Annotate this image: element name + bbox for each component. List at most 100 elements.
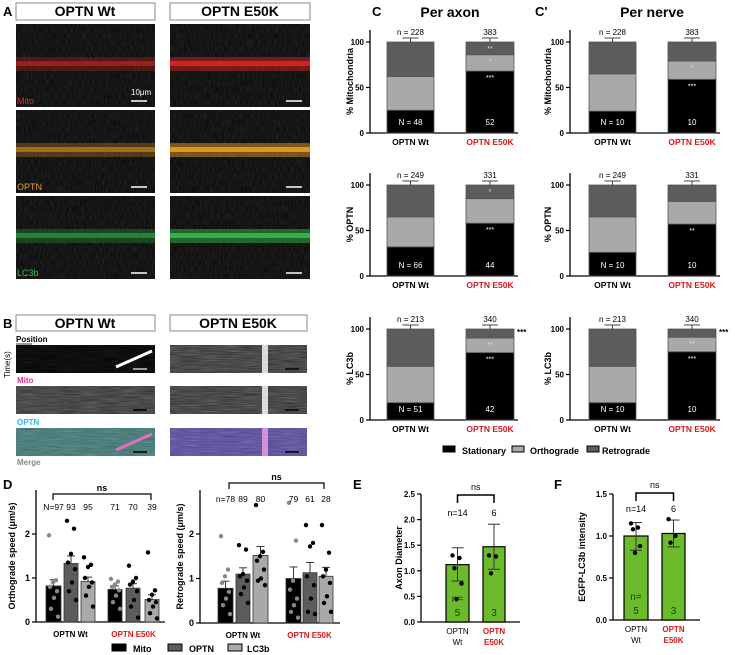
kymograph-texture xyxy=(170,428,307,456)
N-label: N = 51 xyxy=(399,405,423,414)
legend-label-retrograde: Retrograde xyxy=(602,446,650,456)
bar-segment-stationary xyxy=(465,222,515,277)
category-label: OPTN E50K xyxy=(287,631,332,640)
data-point xyxy=(72,567,78,572)
significance-label: ns xyxy=(97,483,108,493)
N-label: N = 10 xyxy=(601,261,625,270)
n-label: 383 xyxy=(685,28,699,37)
data-point xyxy=(323,567,329,572)
category-label: OPTN Wt xyxy=(594,424,631,434)
data-point xyxy=(51,595,57,600)
data-point xyxy=(258,576,264,581)
data-point xyxy=(89,580,95,585)
stationary-track xyxy=(262,386,268,414)
y-axis-label: Orthograde speed (μm/s) xyxy=(7,502,17,609)
data-point xyxy=(257,554,263,559)
bar-segment-retrograde xyxy=(465,328,515,339)
n-label: 61 xyxy=(305,494,315,504)
n-label-bottom: 5 xyxy=(633,606,639,617)
panel-a-label-lc3b: LC3b xyxy=(17,268,39,278)
data-point xyxy=(630,527,636,532)
y-tick-label: 1 xyxy=(189,574,194,584)
bar-optn xyxy=(63,563,79,623)
n-label: 340 xyxy=(685,315,699,324)
N-label: 44 xyxy=(486,261,495,270)
category-label: OPTN E50K xyxy=(466,280,514,290)
data-point xyxy=(48,606,54,611)
legend-c: Stationary Orthograde Retrograde xyxy=(442,445,650,456)
data-point xyxy=(47,584,53,589)
panel-a-header-wt: OPTN Wt xyxy=(55,3,116,19)
data-point xyxy=(225,567,231,572)
n-label: n = 213 xyxy=(397,315,424,324)
significance-label: ** xyxy=(689,341,695,348)
N-label: N = 10 xyxy=(601,405,625,414)
significance-bracket xyxy=(52,493,152,500)
category-label: E50K xyxy=(484,638,504,647)
data-point xyxy=(223,596,229,601)
y-tick-label: 2.0 xyxy=(404,516,416,525)
category-label: OPTN Wt xyxy=(53,630,88,639)
n-label-top: n=14 xyxy=(447,508,467,518)
significance-label: ns xyxy=(471,482,481,492)
data-point xyxy=(459,581,464,586)
data-point xyxy=(637,543,643,549)
data-point xyxy=(310,540,316,546)
panel-b-header-e50k-box xyxy=(169,314,308,332)
y-tick-label: 0 xyxy=(189,618,194,628)
kymograph-texture xyxy=(170,386,307,414)
stacked-bar-chart-C-optn-nerve: 0 50 100 % OPTN N = 10 n = 249 OPTN Wt ** 10 331 O… xyxy=(543,171,720,290)
data-point xyxy=(127,582,133,587)
y-tick-label: 2.5 xyxy=(404,490,416,499)
legend-swatch-mito xyxy=(111,643,127,652)
category-label: OPTN Wt xyxy=(226,631,261,640)
data-point xyxy=(305,609,311,615)
data-point xyxy=(293,538,299,543)
panel-label-f: F xyxy=(554,477,562,492)
data-point xyxy=(133,575,139,581)
n-label: N=97 xyxy=(43,502,64,512)
N-label: 10 xyxy=(688,405,697,414)
data-point xyxy=(116,588,122,593)
panel-a-label-optn: OPTN xyxy=(17,182,42,192)
data-point xyxy=(450,553,455,558)
category-label: OPTN E50K xyxy=(111,630,156,639)
n-label: n = 249 xyxy=(397,171,424,180)
significance-label: * xyxy=(691,65,694,72)
data-point xyxy=(71,526,77,531)
panel-label-c-prime: C' xyxy=(535,4,547,19)
bar-lc3b xyxy=(252,554,269,624)
data-point xyxy=(81,555,87,560)
bar-segment-orthograde xyxy=(667,200,717,225)
data-point xyxy=(291,603,297,608)
category-label: Wt xyxy=(631,636,642,645)
data-point xyxy=(147,611,153,616)
data-point xyxy=(154,616,160,621)
panel-a-header-e50k: OPTN E50K xyxy=(201,3,279,19)
bar-segment-stationary xyxy=(386,246,435,277)
data-point xyxy=(226,589,232,595)
bar-segment-stationary xyxy=(465,352,515,421)
grouped-bar-chart-D-retrograde: 0 1 2 Retrograde speed (μm/s) n=78 89 80 OPTN W… xyxy=(175,472,340,640)
data-point xyxy=(312,611,318,617)
data-point xyxy=(311,582,317,588)
bar-segment-retrograde xyxy=(386,184,435,218)
panel-a-header-e50k-box xyxy=(169,2,311,21)
data-point xyxy=(666,517,671,522)
bar-segment-retrograde xyxy=(386,328,435,367)
data-point xyxy=(135,615,141,620)
data-point xyxy=(113,593,119,598)
legend-label-optn: OPTN xyxy=(189,644,214,654)
n-label: 39 xyxy=(147,502,157,512)
legend-label-mito: Mito xyxy=(133,644,152,654)
y-tick-label: 0.0 xyxy=(596,616,608,625)
panel-b-label-mito: Mito xyxy=(17,376,34,385)
kymograph-texture xyxy=(170,345,307,373)
data-point xyxy=(126,563,132,568)
data-point xyxy=(328,609,334,615)
axon-signal-core xyxy=(16,233,155,238)
N-label: 10 xyxy=(688,261,697,270)
data-point xyxy=(82,575,88,581)
significance-label: *** xyxy=(486,75,494,82)
